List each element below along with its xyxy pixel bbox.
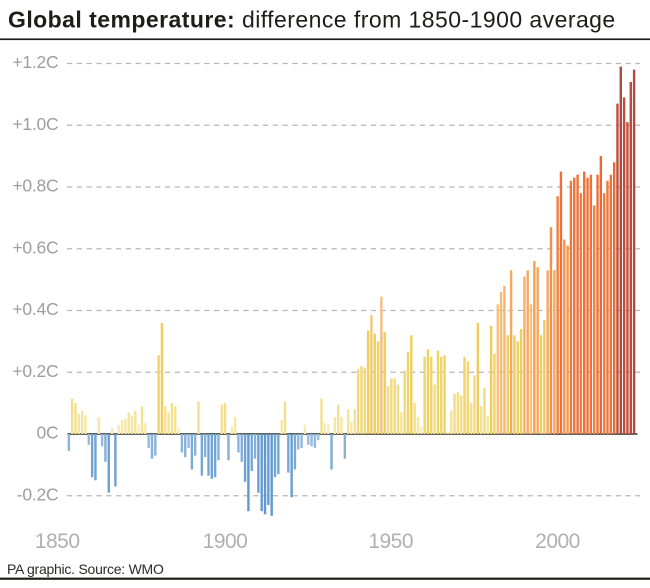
svg-text:+0.4C: +0.4C — [12, 299, 58, 319]
svg-text:-0.2C: -0.2C — [17, 484, 59, 504]
svg-text:PA graphic. Source: WMO: PA graphic. Source: WMO — [7, 561, 164, 577]
svg-text:+0.2C: +0.2C — [12, 361, 58, 381]
svg-text:1850: 1850 — [35, 530, 80, 553]
svg-text:+1.2C: +1.2C — [12, 52, 58, 72]
svg-text:+1.0C: +1.0C — [12, 114, 58, 134]
svg-text:2000: 2000 — [535, 530, 580, 553]
svg-text:1950: 1950 — [368, 530, 413, 553]
svg-text:0C: 0C — [37, 423, 59, 443]
svg-text:Global temperature: difference: Global temperature: difference from 1850… — [8, 7, 616, 33]
svg-text:+0.8C: +0.8C — [12, 176, 58, 196]
svg-text:+0.6C: +0.6C — [12, 237, 58, 257]
svg-text:1900: 1900 — [203, 530, 248, 553]
